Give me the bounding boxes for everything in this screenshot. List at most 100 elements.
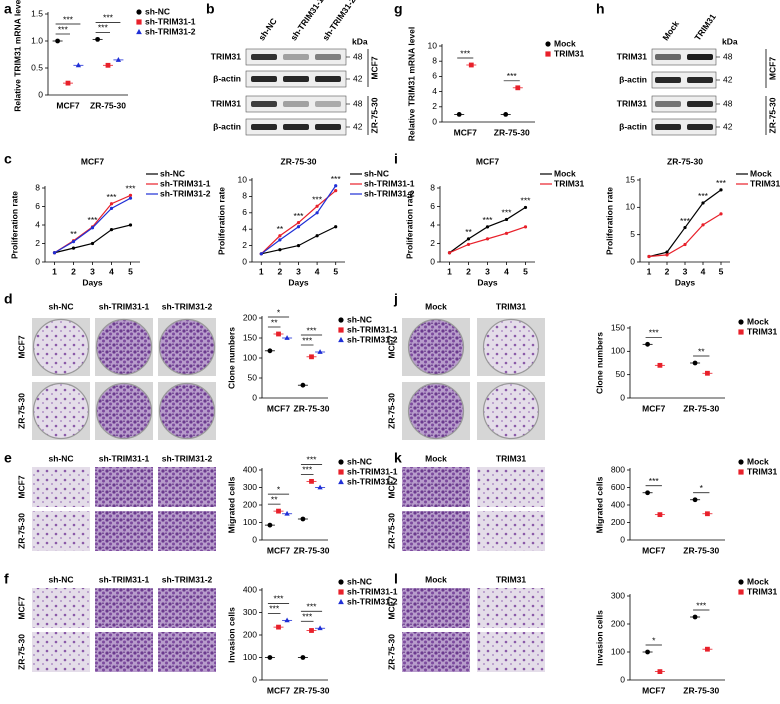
legend-label: sh-NC	[347, 314, 372, 324]
legend-marker	[738, 469, 744, 475]
y-tick-label: 2	[432, 101, 437, 111]
data-point	[334, 225, 338, 229]
row-label: MCF7	[16, 596, 26, 619]
colony-well	[95, 382, 153, 440]
significance-label: ***	[649, 328, 660, 338]
kda-label: 48	[353, 98, 363, 108]
data-point	[705, 511, 710, 517]
significance-label: ***	[126, 184, 137, 194]
x-tick-label: MCF7	[642, 403, 665, 413]
x-tick-label: MCF7	[454, 127, 477, 137]
data-point	[300, 655, 306, 660]
blot-band	[283, 76, 309, 82]
y-tick-label: 200	[611, 517, 625, 527]
y-tick-label: 100	[243, 517, 257, 527]
legend-label: sh-TRIM31-1	[347, 324, 398, 334]
y-tick-label: 1.5	[31, 8, 43, 18]
x-tick-label: MCF7	[642, 545, 665, 555]
significance-label: **	[277, 224, 284, 234]
significance-label: ***	[331, 174, 342, 184]
data-point	[259, 252, 263, 256]
blot-band	[251, 101, 277, 107]
x-tick-label: 1	[647, 266, 652, 276]
legend-label: sh-TRIM31-1	[347, 586, 398, 596]
kda-label: 42	[353, 73, 363, 83]
column-label: Mock	[425, 301, 447, 311]
panel-letter: j	[393, 291, 398, 307]
blot-band	[687, 77, 713, 83]
protein-label: TRIM31	[617, 51, 648, 61]
legend-label: TRIM31	[747, 466, 778, 476]
data-point	[683, 225, 687, 230]
legend-marker	[338, 598, 344, 605]
significance-label: ***	[649, 476, 660, 486]
micrograph	[95, 588, 153, 628]
micrograph	[158, 632, 216, 672]
panel-letter: k	[394, 450, 402, 466]
legend-label: sh-TRIM31-1	[347, 466, 398, 476]
data-point	[52, 251, 57, 255]
protein-label: β-actin	[213, 73, 241, 83]
legend-marker	[738, 319, 744, 325]
group-label: MCF7	[369, 56, 379, 79]
y-tick-label: 0.5	[31, 62, 43, 72]
significance-label: **	[465, 227, 472, 237]
data-point	[278, 238, 282, 242]
legend-label: sh-TRIM31-2	[347, 476, 398, 486]
lane-label: sh-NC	[256, 16, 279, 42]
y-tick-label: 4	[242, 223, 247, 233]
legend-label: TRIM31	[554, 48, 585, 58]
x-tick-label: 3	[485, 266, 490, 276]
data-point	[334, 184, 338, 188]
y-axis-title: Proliferation rate	[404, 191, 414, 259]
x-tick-label: ZR-75-30	[683, 403, 719, 413]
protein-label: β-actin	[213, 121, 241, 131]
y-tick-label: 600	[611, 482, 625, 492]
x-tick-label: 3	[296, 266, 301, 276]
x-tick-label: 1	[447, 266, 452, 276]
panel-letter: f	[4, 571, 9, 587]
significance-label: ***	[696, 600, 707, 610]
x-tick-label: 3	[683, 266, 688, 276]
data-point	[95, 36, 100, 42]
x-axis-title: Days	[477, 277, 498, 287]
data-point	[284, 335, 290, 340]
data-point	[278, 248, 282, 252]
significance-label: ***	[680, 216, 691, 226]
legend-marker	[338, 317, 344, 323]
data-point	[657, 669, 663, 674]
blot-band	[283, 101, 309, 107]
y-tick-label: 8	[430, 182, 435, 192]
x-tick-label: 1	[52, 266, 57, 276]
y-tick-label: 50	[248, 372, 258, 382]
y-axis-title: Proliferation rate	[604, 187, 614, 255]
kda-label: 42	[723, 121, 733, 131]
data-point	[309, 354, 314, 360]
y-tick-label: 150	[611, 322, 625, 332]
legend-label: sh-TRIM31-2	[364, 188, 415, 198]
chart-title: ZR-75-30	[667, 156, 703, 166]
y-tick-label: 800	[611, 464, 625, 474]
y-tick-label: 8	[432, 55, 437, 65]
y-axis-title: Migrated cells	[226, 476, 236, 533]
significance-label: ***	[502, 208, 513, 218]
x-tick-label: 1	[259, 266, 264, 276]
significance-label: **	[698, 346, 705, 356]
y-tick-label: 2	[242, 240, 247, 250]
blot-band	[655, 77, 681, 83]
x-tick-label: MCF7	[267, 545, 290, 555]
chart-title: ZR-75-30	[281, 156, 317, 166]
row-label: MCF7	[386, 596, 396, 619]
y-tick-label: 400	[611, 499, 625, 509]
x-tick-label: 2	[278, 266, 283, 276]
data-point	[645, 341, 650, 347]
x-tick-label: MCF7	[267, 685, 290, 695]
data-point	[468, 62, 474, 68]
y-tick-label: 0	[630, 256, 635, 266]
kda-label: 42	[723, 74, 733, 84]
panel-letter: g	[394, 1, 403, 17]
kda-label: 48	[353, 51, 363, 61]
panel-letter: d	[4, 291, 13, 307]
data-point	[645, 490, 650, 496]
data-point	[334, 189, 338, 193]
